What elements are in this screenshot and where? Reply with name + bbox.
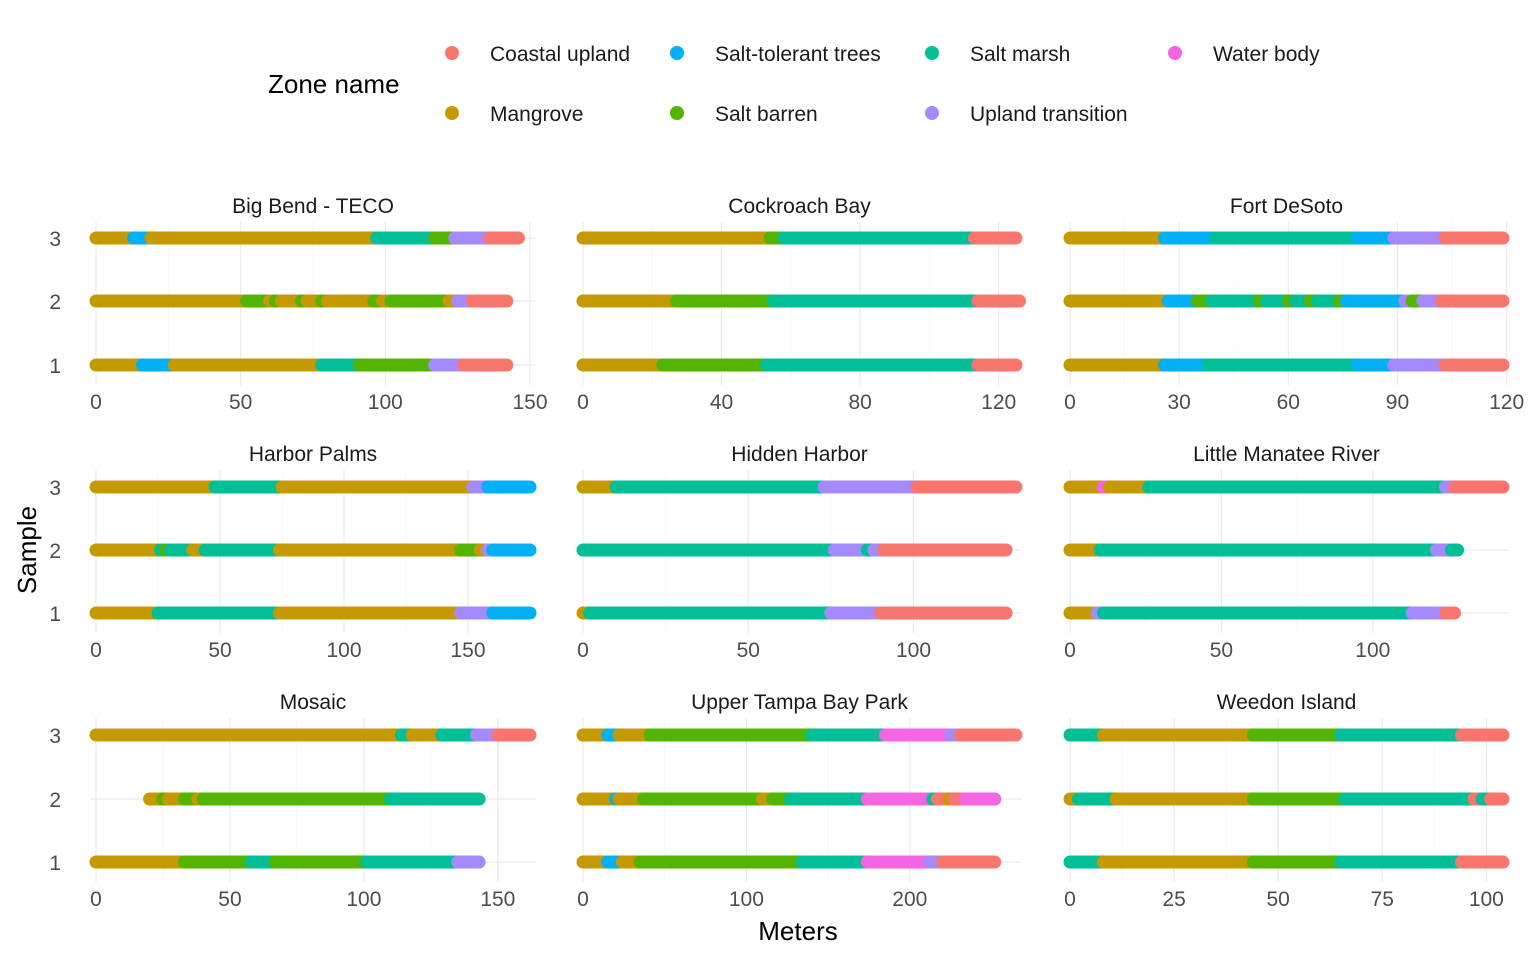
legend-key-salt-tolerant-trees: [670, 46, 684, 60]
y-tick-label: 3: [49, 477, 61, 500]
data-marks: [576, 231, 1026, 372]
panel-mosaic: Mosaic 0 50 100 150 1 2 3: [49, 691, 537, 911]
panel-hidden-harbor: Hidden Harbor 0 50 100: [576, 443, 1023, 662]
panel-harbor-palms: Harbor Palms 0 50 100 150 1 2 3: [49, 443, 537, 662]
x-tick-label: 100: [326, 639, 361, 662]
data-marks: [576, 728, 1023, 869]
legend-label-salt-tolerant-trees: Salt-tolerant trees: [715, 43, 881, 66]
panel-title: Weedon Island: [1217, 691, 1357, 714]
legend-key-salt-marsh: [925, 46, 939, 60]
panel-title: Mosaic: [280, 691, 347, 714]
x-tick-label: 60: [1277, 391, 1300, 414]
x-tick-label: 40: [710, 391, 733, 414]
x-tick-label: 100: [1355, 639, 1390, 662]
x-tick-label: 100: [368, 391, 403, 414]
legend-key-mangrove: [445, 106, 459, 120]
x-tick-label: 0: [1064, 639, 1076, 662]
legend-label-coastal-upland: Coastal upland: [490, 43, 630, 66]
x-tick-label: 50: [737, 639, 760, 662]
legend-title: Zone name: [268, 69, 400, 99]
x-tick-label: 0: [1064, 391, 1076, 414]
legend-label-mangrove: Mangrove: [490, 103, 583, 126]
panel-title: Harbor Palms: [249, 443, 377, 466]
legend-key-upland-transition: [925, 106, 939, 120]
x-tick-label: 50: [1266, 888, 1289, 911]
panel-title: Big Bend - TECO: [232, 195, 394, 218]
panel-weedon-island: Weedon Island 0 25 50 75 100: [1063, 691, 1510, 911]
x-tick-label: 30: [1167, 391, 1190, 414]
panel-cockroach-bay: Cockroach Bay 0 40 80 120: [576, 195, 1026, 414]
x-tick-label: 120: [981, 391, 1016, 414]
x-tick-label: 150: [450, 639, 485, 662]
y-tick-label: 3: [49, 228, 61, 251]
panel-big-bend-teco: Big Bend - TECO 0 50 100 150 1 2 3: [49, 195, 547, 414]
panel-title: Fort DeSoto: [1230, 195, 1343, 218]
x-tick-label: 50: [229, 391, 252, 414]
legend-label-water-body: Water body: [1213, 43, 1320, 66]
legend-key-coastal-upland: [445, 46, 459, 60]
y-tick-label: 3: [49, 725, 61, 748]
x-tick-label: 0: [577, 391, 589, 414]
data-marks: [1063, 480, 1510, 620]
legend-label-salt-barren: Salt barren: [715, 103, 818, 126]
x-tick-label: 0: [90, 639, 102, 662]
panel-upper-tampa-bay-park: Upper Tampa Bay Park 0 100 200: [576, 691, 1023, 911]
panel-fort-desoto: Fort DeSoto 0 30 60 90 120: [1063, 195, 1524, 414]
x-tick-label: 0: [90, 391, 102, 414]
panel-title: Cockroach Bay: [728, 195, 871, 218]
y-tick-label: 1: [49, 355, 61, 378]
x-tick-label: 90: [1386, 391, 1409, 414]
x-tick-label: 75: [1371, 888, 1394, 911]
x-tick-label: 150: [512, 391, 547, 414]
panel-title: Little Manatee River: [1193, 443, 1380, 466]
legend-key-water-body: [1168, 46, 1182, 60]
y-tick-label: 1: [49, 603, 61, 626]
legend-key-salt-barren: [670, 106, 684, 120]
data-marks: [1063, 231, 1510, 372]
y-tick-label: 1: [49, 852, 61, 875]
legend-label-salt-marsh: Salt marsh: [970, 43, 1070, 66]
y-tick-label: 2: [49, 540, 61, 563]
y-tick-label: 2: [49, 291, 61, 314]
x-tick-label: 100: [729, 888, 764, 911]
x-tick-label: 0: [577, 888, 589, 911]
x-tick-label: 120: [1489, 391, 1524, 414]
y-axis-title: Sample: [12, 506, 42, 594]
x-tick-label: 200: [892, 888, 927, 911]
x-tick-label: 100: [346, 888, 381, 911]
x-tick-label: 80: [848, 391, 871, 414]
x-tick-label: 150: [480, 888, 515, 911]
x-tick-label: 100: [1469, 888, 1504, 911]
panel-title: Hidden Harbor: [731, 443, 868, 466]
legend: Zone name Coastal upland Salt-tolerant tr…: [268, 43, 1320, 126]
data-marks: [89, 480, 537, 620]
panel-title: Upper Tampa Bay Park: [691, 691, 908, 714]
data-marks: [1063, 728, 1510, 869]
data-marks: [89, 231, 525, 372]
data-marks: [89, 728, 537, 869]
x-tick-label: 0: [90, 888, 102, 911]
x-tick-label: 25: [1162, 888, 1185, 911]
x-tick-label: 50: [208, 639, 231, 662]
x-tick-label: 50: [218, 888, 241, 911]
legend-label-upland-transition: Upland transition: [970, 103, 1128, 126]
x-tick-label: 0: [1064, 888, 1076, 911]
y-tick-label: 2: [49, 789, 61, 812]
panel-little-manatee-river: Little Manatee River 0 50 100: [1063, 443, 1510, 662]
x-tick-label: 50: [1210, 639, 1233, 662]
x-axis-title: Meters: [758, 916, 837, 946]
data-marks: [576, 480, 1023, 620]
x-tick-label: 0: [577, 639, 589, 662]
x-tick-label: 100: [896, 639, 931, 662]
